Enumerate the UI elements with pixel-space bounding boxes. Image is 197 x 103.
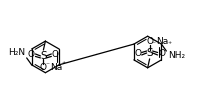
Text: H₂N: H₂N <box>8 49 25 57</box>
Text: O: O <box>40 63 47 72</box>
Text: NH₂: NH₂ <box>168 51 185 60</box>
Text: Na: Na <box>50 63 62 72</box>
Text: O: O <box>146 37 153 46</box>
Text: ⁻: ⁻ <box>152 40 156 49</box>
Text: S: S <box>146 48 153 58</box>
Text: ⁺: ⁺ <box>167 40 172 49</box>
Text: S: S <box>40 51 47 61</box>
Text: O: O <box>158 49 165 59</box>
Text: Na: Na <box>156 37 169 46</box>
Text: O: O <box>52 50 59 59</box>
Text: O: O <box>134 49 141 59</box>
Text: O: O <box>28 50 35 59</box>
Text: ⁻: ⁻ <box>45 60 49 69</box>
Text: ⁺: ⁺ <box>61 60 65 69</box>
